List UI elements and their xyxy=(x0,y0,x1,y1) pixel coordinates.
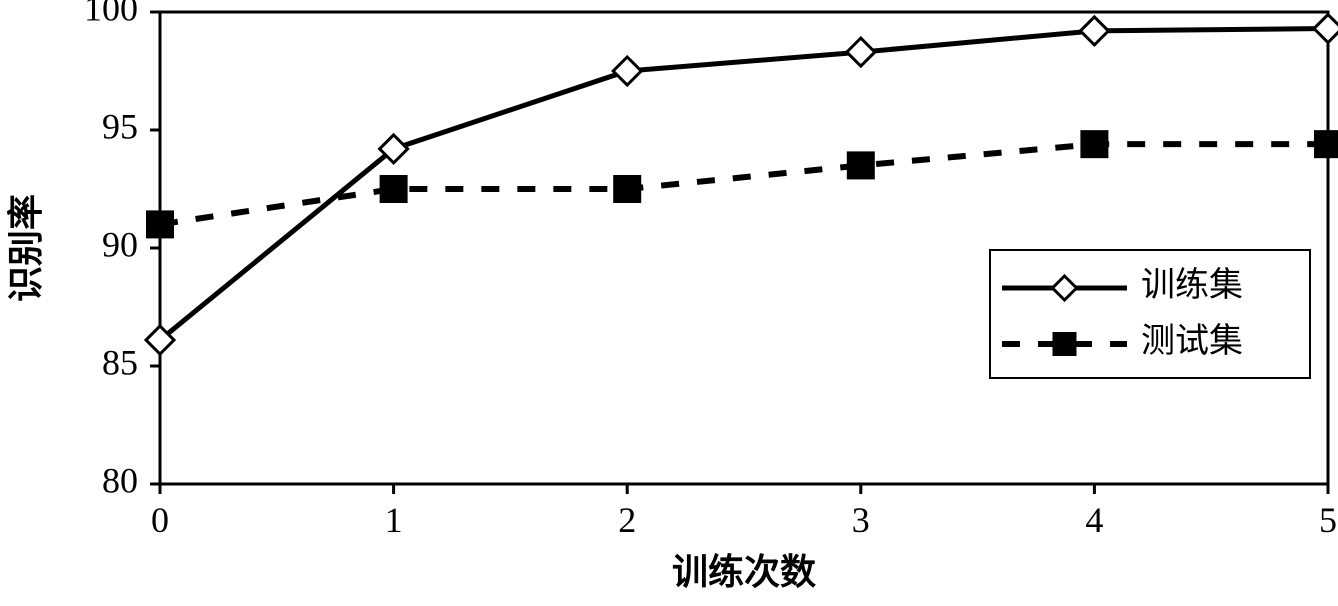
legend-marker xyxy=(1053,332,1077,356)
x-tick-label: 2 xyxy=(618,500,636,540)
x-axis-label: 训练次数 xyxy=(672,552,816,592)
y-axis-label: 识别率 xyxy=(6,194,46,302)
legend-label: 训练集 xyxy=(1141,266,1243,304)
y-tick-label: 80 xyxy=(102,460,138,500)
y-tick-label: 90 xyxy=(102,224,138,264)
legend-label: 测试集 xyxy=(1141,322,1243,360)
series-marker xyxy=(146,210,174,238)
chart-container: 80 85 90 95 100 0 1 2 3 4 5 训练次数 识别率训练集测试集 xyxy=(0,0,1338,606)
y-tick-label: 100 xyxy=(84,0,138,28)
y-tick-label: 95 xyxy=(102,106,138,146)
series-marker xyxy=(1314,130,1338,158)
y-tick-label: 85 xyxy=(102,342,138,382)
x-tick-label: 5 xyxy=(1319,500,1337,540)
series-marker xyxy=(1080,130,1108,158)
x-tick-label: 3 xyxy=(852,500,870,540)
x-tick-label: 4 xyxy=(1085,500,1103,540)
series-marker xyxy=(847,151,875,179)
x-tick-label: 0 xyxy=(151,500,169,540)
series-marker xyxy=(380,175,408,203)
line-chart: 80 85 90 95 100 0 1 2 3 4 5 训练次数 识别率训练集测试集 xyxy=(0,0,1338,606)
series-marker xyxy=(613,175,641,203)
x-tick-label: 1 xyxy=(385,500,403,540)
